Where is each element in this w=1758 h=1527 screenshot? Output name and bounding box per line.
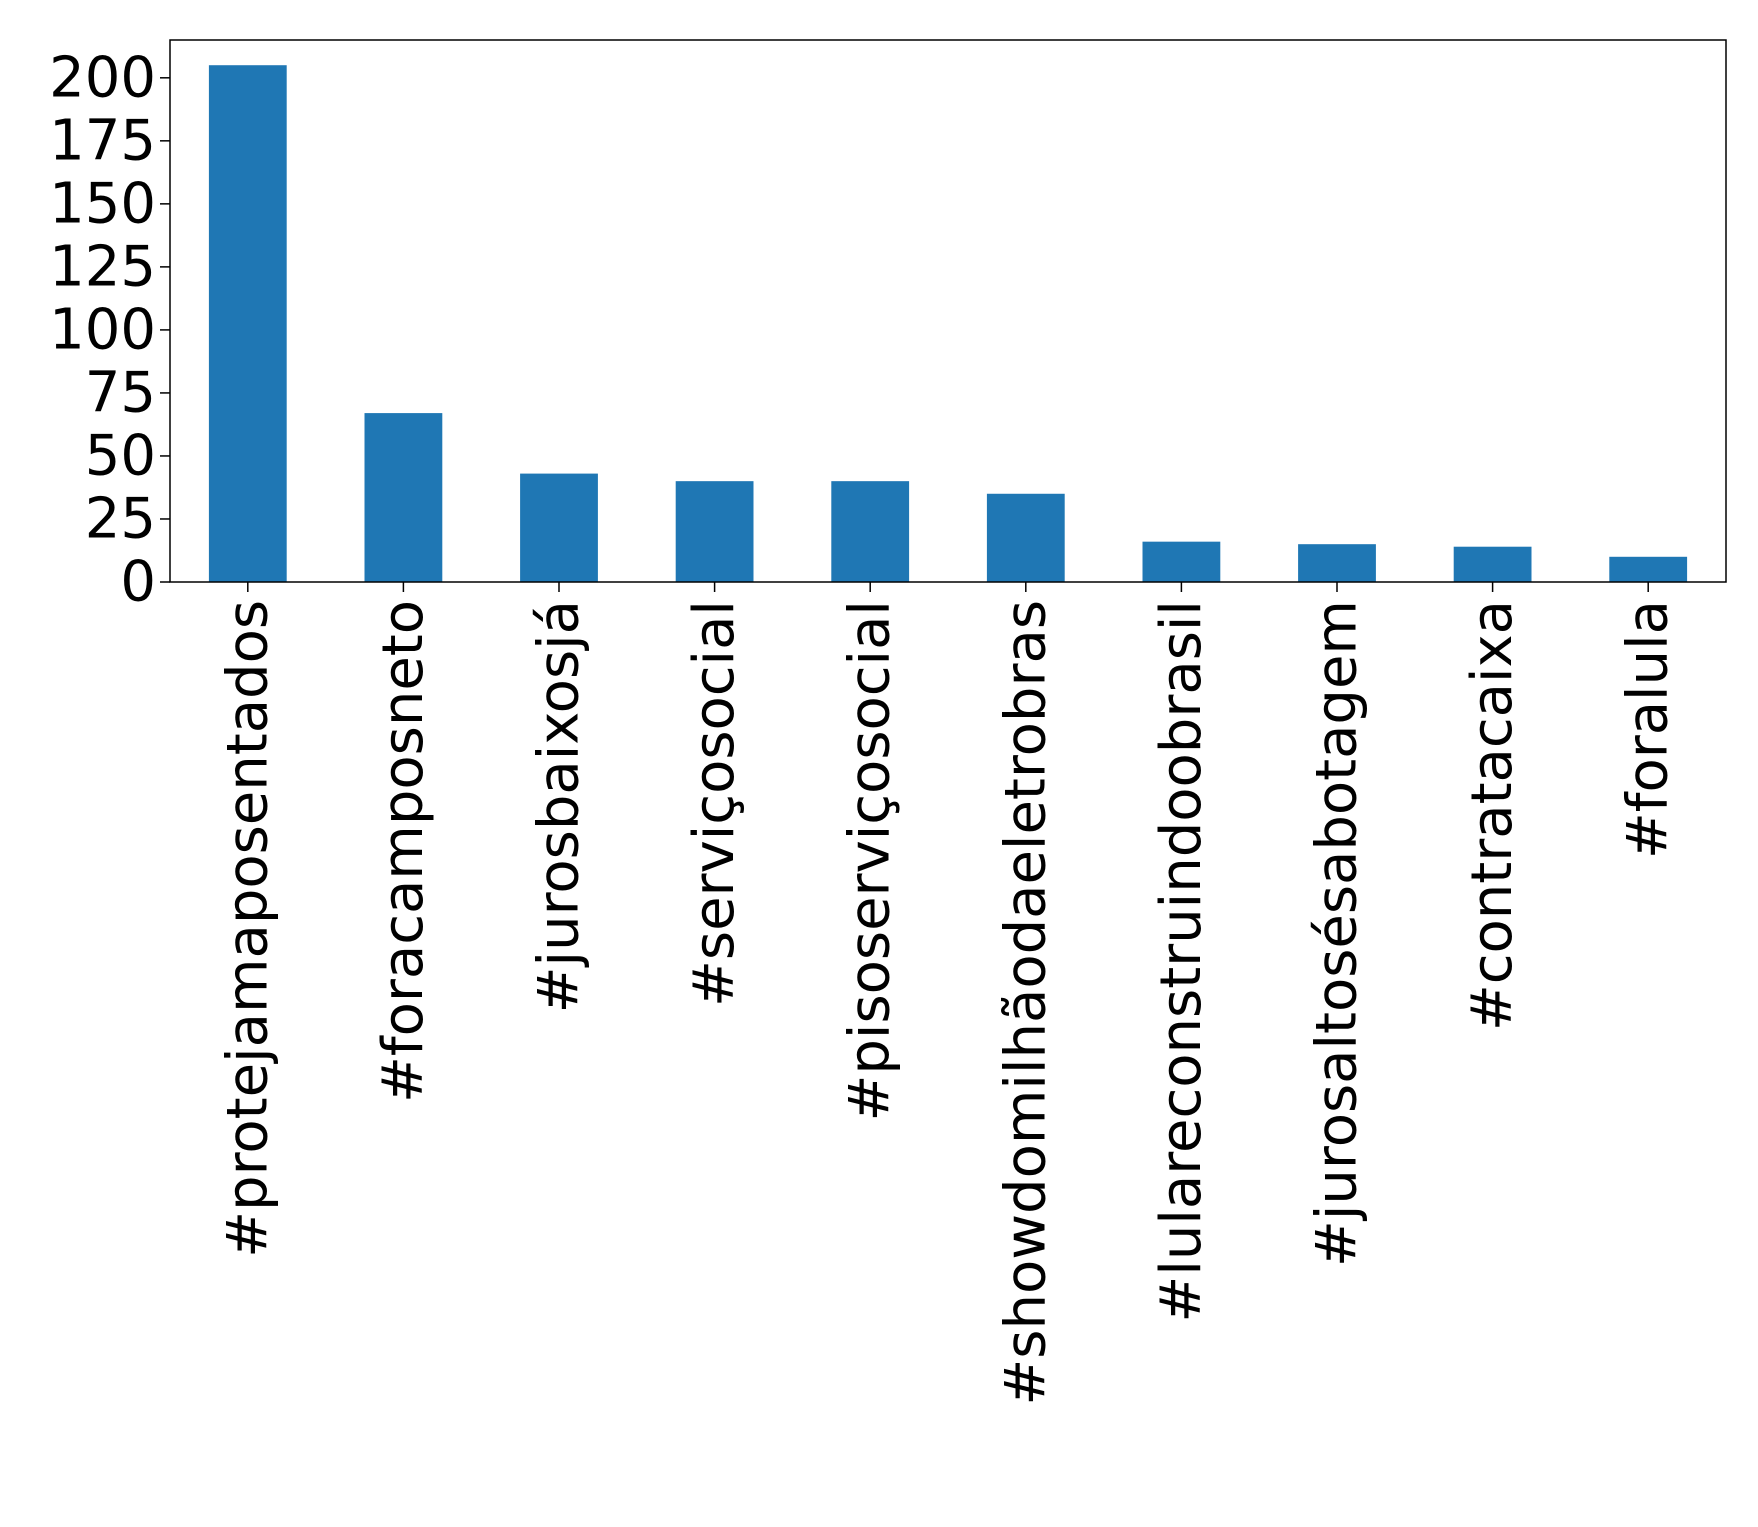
- bar-1: [364, 413, 443, 582]
- y-tick-label-6: 150: [49, 171, 156, 236]
- x-tick-label-0: #protejamaposentados: [215, 600, 280, 1258]
- plot-frame: [169, 39, 1727, 583]
- bar-0: [208, 65, 287, 583]
- x-tick-label-6: #lulareconstruindoobrasil: [1149, 600, 1214, 1323]
- bar-8: [1453, 546, 1532, 582]
- y-tick-label-7: 175: [49, 108, 156, 173]
- x-tick-label-7: #jurosaltosésabotagem: [1305, 600, 1370, 1267]
- y-tick-label-4: 100: [49, 297, 156, 362]
- bar-5: [986, 493, 1065, 582]
- x-tick-label-2: #jurosbaixosjá: [527, 600, 592, 1013]
- y-tick-label-8: 200: [49, 45, 156, 110]
- bar-3: [675, 481, 754, 582]
- x-axis: #protejamaposentados #foracamposneto #juro…: [215, 582, 1681, 1406]
- bars-group: [208, 65, 1688, 583]
- bar-9: [1609, 556, 1688, 582]
- y-tick-label-5: 125: [49, 234, 156, 299]
- bar-2: [520, 473, 598, 582]
- y-tick-label-3: 75: [85, 360, 156, 425]
- x-tick-label-9: #foralula: [1616, 600, 1681, 859]
- bar-7: [1298, 544, 1376, 582]
- x-tick-label-4: #pisoserviçosocial: [838, 600, 903, 1122]
- y-tick-label-0: 0: [120, 550, 156, 615]
- y-tick-label-1: 25: [85, 486, 156, 551]
- x-tick-label-8: #contratacaixa: [1460, 600, 1525, 1031]
- x-tick-label-3: #serviçosocial: [682, 600, 747, 1007]
- x-tick-label-1: #foracamposneto: [371, 600, 436, 1103]
- bar-6: [1142, 541, 1221, 582]
- bar-4: [831, 481, 910, 582]
- x-tick-label-5: #showdomilhãodaeletrobras: [993, 600, 1058, 1406]
- y-tick-label-2: 50: [85, 423, 156, 488]
